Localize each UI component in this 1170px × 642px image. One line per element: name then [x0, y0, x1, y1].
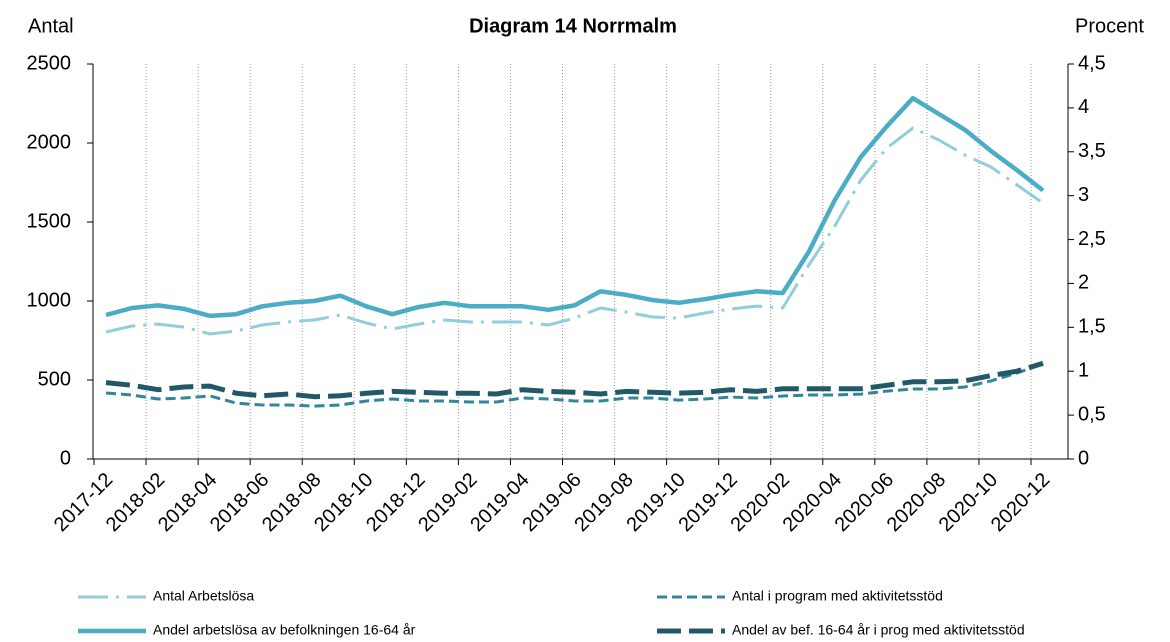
y2-tick-label: 3 [1078, 184, 1089, 206]
legend-label: Andel av bef. 16-64 år i prog med aktivi… [732, 622, 1025, 638]
y-tick-label: 1500 [27, 210, 72, 232]
y-tick-label: 500 [38, 368, 71, 390]
series-line [105, 362, 1044, 408]
chart-title: Diagram 14 Norrmalm [469, 15, 677, 37]
series-line [105, 126, 1044, 336]
y-tick-label: 2000 [27, 131, 72, 153]
y2-tick-label: 4 [1078, 96, 1089, 118]
y-tick-label: 0 [60, 447, 71, 469]
series-line [105, 95, 1045, 319]
y-tick-label: 1000 [27, 289, 72, 311]
x-tick-label: 2020-12 [987, 469, 1054, 536]
y-axis-label: Antal [28, 15, 74, 37]
legend-label: Antal Arbetslösa [153, 588, 254, 604]
legend-label: Andel arbetslösa av befolkningen 16-64 å… [153, 622, 416, 638]
y2-tick-label: 0 [1078, 447, 1089, 469]
y2-tick-label: 4,5 [1078, 52, 1106, 74]
y-tick-label: 2500 [27, 52, 72, 74]
y2-tick-label: 2 [1078, 272, 1089, 294]
y2-axis-label: Procent [1075, 15, 1144, 37]
y2-tick-label: 1,5 [1078, 316, 1106, 338]
y2-tick-label: 3,5 [1078, 140, 1106, 162]
y2-tick-label: 1 [1078, 360, 1089, 382]
series-line [105, 360, 1044, 400]
legend-label: Antal i program med aktivitetsstöd [732, 588, 943, 604]
y2-tick-label: 0,5 [1078, 403, 1106, 425]
y2-tick-label: 2,5 [1078, 228, 1106, 250]
